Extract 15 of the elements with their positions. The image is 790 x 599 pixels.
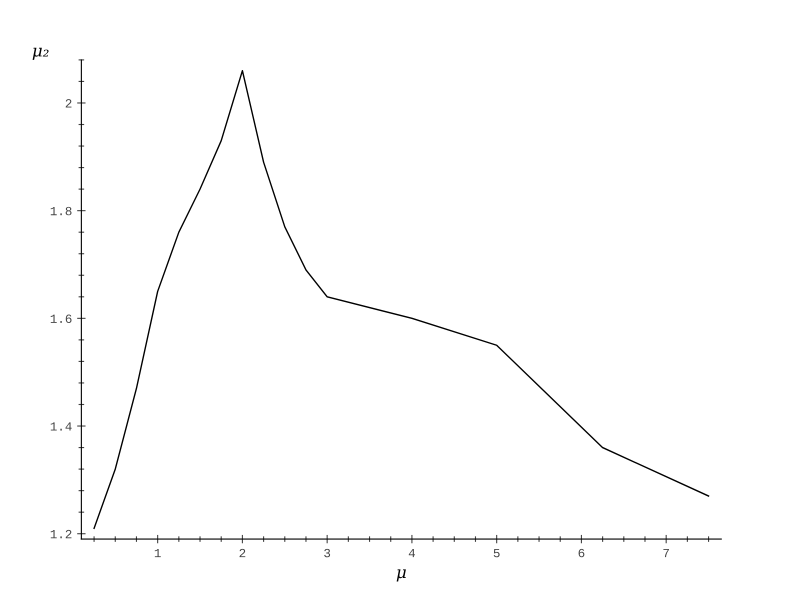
x-tick-label: 7 [663,548,669,558]
x-axis-title: μ [396,569,406,582]
y-axis-title: μ₂ [32,48,49,60]
x-tick-label: 1 [154,548,161,558]
y-tick-label: 1.2 [50,530,72,538]
x-tick-label: 2 [240,548,246,558]
y-tick-label: 1.8 [50,206,72,216]
x-tick-label: 6 [578,548,584,558]
y-tick-label: 2 [66,99,72,108]
x-tick-label: 4 [408,548,416,558]
y-tick-label: 1.4 [50,422,72,431]
y-tick-label: 1.6 [50,314,72,323]
line-series [93,70,710,530]
x-tick-label: 3 [324,548,330,558]
x-tick-label: 5 [494,548,500,558]
